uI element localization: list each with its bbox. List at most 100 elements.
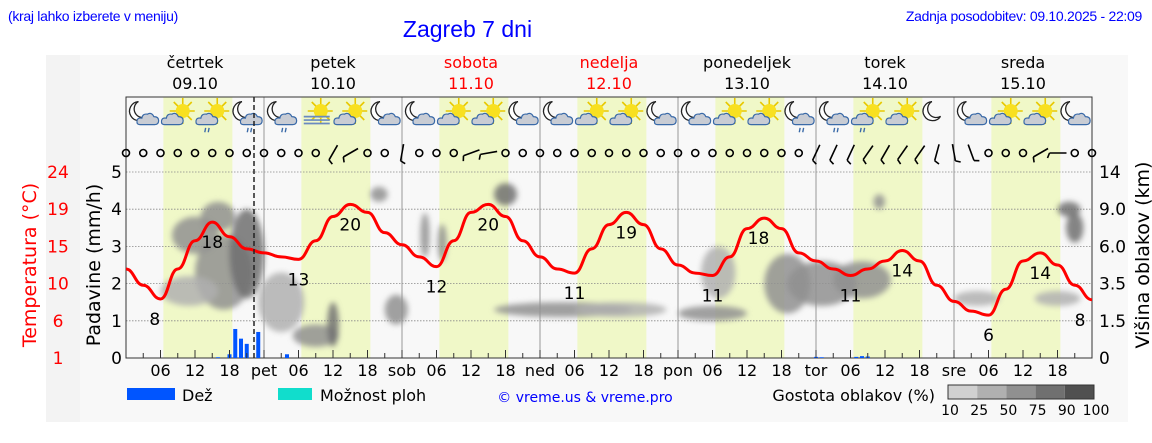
- cloud-blob: [370, 186, 388, 202]
- wind-calm-icon: [673, 148, 683, 158]
- wind-calm-icon: [535, 148, 545, 158]
- wind-barb-icon: [880, 144, 891, 165]
- wind-calm-icon: [1070, 148, 1080, 158]
- day-date: 15.10: [1000, 74, 1046, 93]
- wind-calm-icon: [725, 148, 735, 158]
- wind-calm-icon: [501, 148, 510, 158]
- wind-barb-flag: [973, 159, 980, 162]
- x-tick-hour: 12: [461, 361, 481, 380]
- wind-calm-icon: [190, 148, 200, 158]
- copyright-link[interactable]: © vreme.us & vreme.pro: [497, 390, 672, 406]
- wind-barb-shaft: [862, 145, 874, 161]
- cloud-legend-swatch: [948, 385, 978, 399]
- precip-tick: 1: [111, 312, 122, 332]
- rain-bar: [216, 357, 220, 358]
- wind-calm-icon: [259, 148, 269, 158]
- page-title: Zagreb 7 dni: [402, 16, 533, 42]
- wind-calm-icon: [242, 148, 252, 158]
- rain-bar: [854, 356, 859, 358]
- wind-calm-icon: [276, 148, 286, 158]
- wind-barb-icon: [328, 144, 339, 165]
- cloud-height-tick: 9.0: [1099, 200, 1126, 220]
- x-tick-hour: 12: [323, 361, 343, 380]
- wind-barb-shaft: [933, 144, 940, 161]
- legend-showers-label: Možnost ploh: [320, 386, 426, 405]
- temp-tick: 24: [47, 163, 69, 183]
- cloud-legend-tick: 90: [1058, 403, 1076, 419]
- temp-axis-panel: [46, 55, 80, 422]
- day-date: 12.10: [586, 74, 632, 93]
- wind-barb-shaft: [914, 145, 926, 161]
- day-date: 11.10: [448, 74, 494, 93]
- wind-barb-icon: [1046, 152, 1067, 159]
- wind-calm-icon: [621, 148, 631, 158]
- cloud-blob: [327, 302, 339, 347]
- wind-barb-flag: [846, 159, 852, 165]
- cloud-legend-tick: 75: [1029, 403, 1047, 419]
- wind-calm-icon: [432, 148, 441, 158]
- x-tick-hour: 12: [737, 361, 757, 380]
- wind-calm-icon: [656, 148, 666, 158]
- day-date: 09.10: [172, 74, 218, 93]
- temperature-labels: 8 18 13 20 12 20 11 19 11 18 11 14 6 14 8: [149, 215, 1085, 346]
- cloud-blob: [954, 291, 1000, 306]
- wind-barb-shaft: [846, 144, 856, 161]
- wind-calm-icon: [363, 148, 372, 158]
- cloud-blob: [833, 261, 891, 299]
- wind-calm-icon: [984, 148, 993, 158]
- cloud-blob: [229, 209, 264, 299]
- cloud-legend-swatch: [1064, 385, 1094, 399]
- temp-tick: 19: [47, 200, 69, 220]
- cloud-blob: [1034, 291, 1081, 306]
- wind-barb-icon: [896, 145, 909, 165]
- temperature-label: 13: [288, 270, 310, 290]
- wind-calm-icon: [759, 148, 769, 158]
- x-tick-hour: 18: [219, 361, 239, 380]
- wind-barb-shaft: [811, 144, 821, 161]
- wind-barb-shaft: [829, 144, 838, 161]
- precip-tick: 2: [111, 275, 122, 295]
- wind-barb-shaft: [967, 144, 975, 161]
- wind-calm-icon: [690, 148, 700, 158]
- cloud-blob: [420, 212, 430, 258]
- wind-barb-flag: [462, 155, 465, 162]
- day-headers: četrtek 09.10 petek 10.10 sobota 11.10 nedelja…: [167, 53, 1046, 93]
- precip-axis-label: Padavine (mm/h): [83, 184, 105, 347]
- wind-barb-icon: [862, 145, 874, 165]
- axes: 06 12 18 pet 06 12 18 sob 06 12 18 ned 06 12 18 pon 06 12…: [47, 163, 1126, 380]
- x-tick-hour: 18: [633, 361, 653, 380]
- temp-tick: 15: [47, 237, 69, 257]
- cloud-height-tick: 0: [1099, 349, 1110, 369]
- wind-calm-icon: [207, 148, 217, 158]
- legend-rain-swatch: [127, 388, 175, 400]
- legend: Dež Možnost ploh © vreme.us & vreme.pro …: [127, 384, 1110, 419]
- wind-barb-flag: [1046, 152, 1051, 159]
- legend-cloud-density-label: Gostota oblakov (%): [772, 386, 935, 405]
- cloud-height-tick: 6.0: [1099, 237, 1126, 257]
- wind-barb-icon: [933, 144, 940, 165]
- day-date: 13.10: [724, 74, 770, 93]
- wind-barb-icon: [342, 147, 359, 163]
- wind-calm-icon: [380, 148, 390, 158]
- day-name: četrtek: [167, 53, 225, 72]
- wind-barb-flag: [1032, 156, 1035, 163]
- daylight-band: [991, 97, 1061, 358]
- cloud-legend-tick: 25: [970, 403, 988, 419]
- wind-calm-icon: [449, 148, 459, 158]
- temperature-label: 11: [564, 284, 586, 304]
- cloud-blob: [678, 305, 747, 321]
- temperature-label: 11: [702, 287, 724, 307]
- wind-barb-icon: [914, 145, 926, 165]
- x-tick-hour: 18: [357, 361, 377, 380]
- wind-symbols: [121, 143, 1097, 165]
- precip-tick: 5: [111, 163, 122, 183]
- cloud-blob: [292, 324, 339, 347]
- wind-calm-icon: [1087, 148, 1097, 158]
- cloud-height-tick: 1.5: [1099, 312, 1126, 332]
- wind-barb-icon: [846, 144, 856, 165]
- cloud-legend-tick: 100: [1083, 403, 1110, 419]
- x-tick-hour: 06: [426, 361, 446, 380]
- day-name: sobota: [444, 53, 498, 72]
- temperature-label: 19: [615, 223, 637, 243]
- cloud-blob: [873, 194, 885, 210]
